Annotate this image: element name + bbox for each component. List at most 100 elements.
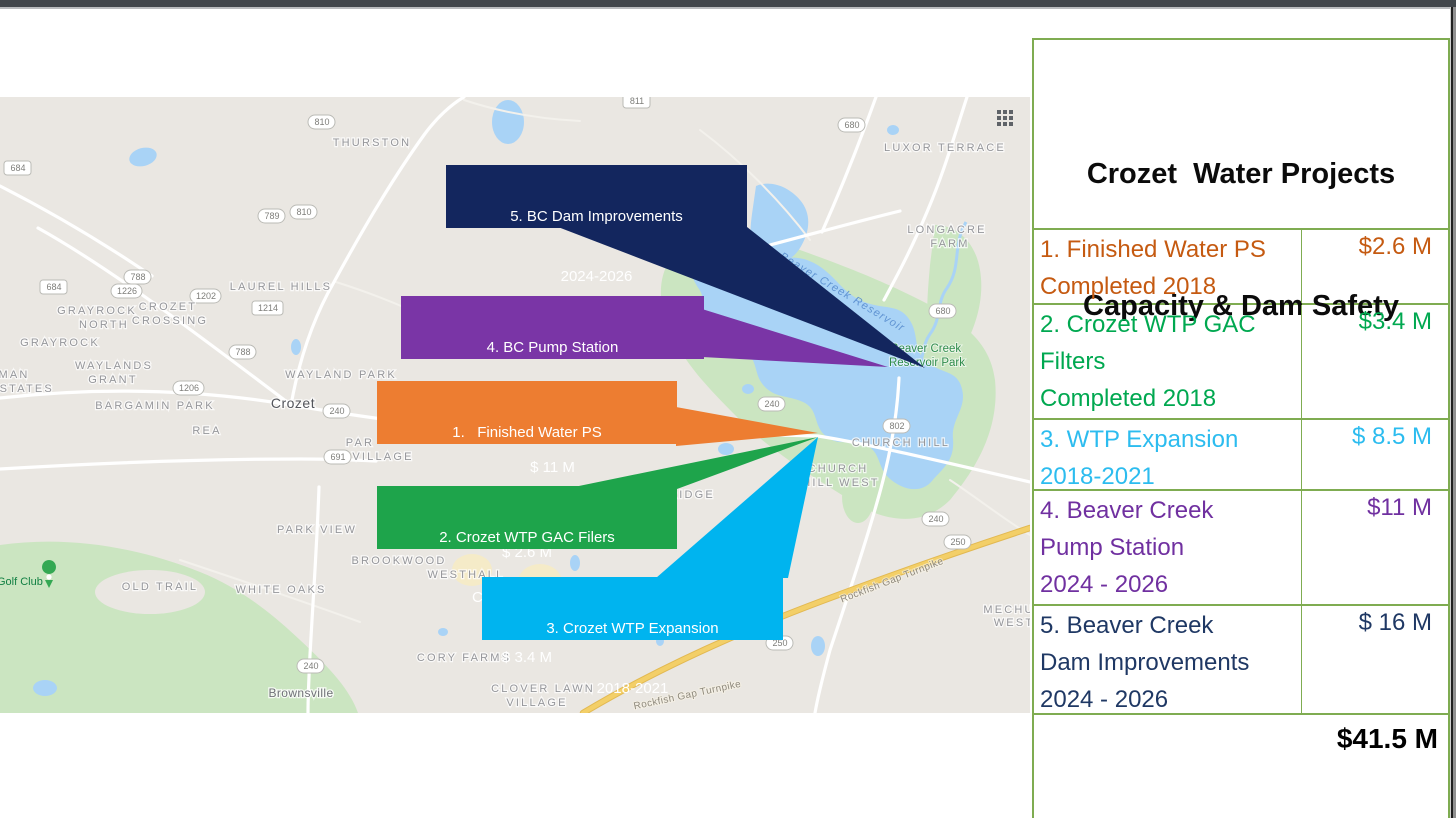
golf-pin-icon xyxy=(42,560,57,588)
table-row: 1. Finished Water PS Completed 2018 $2.6… xyxy=(1034,228,1448,303)
route-badge: 1226 xyxy=(117,286,137,296)
route-badge: 240 xyxy=(303,661,318,671)
map-label: MAN xyxy=(0,369,30,381)
route-badge: 788 xyxy=(235,347,250,357)
map-label: CLOVER LAWN xyxy=(491,683,595,695)
map-label: GRAYROCK xyxy=(20,337,100,349)
pointer-bc-dam xyxy=(558,227,925,368)
route-badge: 240 xyxy=(329,406,344,416)
callout-bc-dam-improvements: 5. BC Dam Improvements 2024-2026 $ 16 M xyxy=(446,165,747,345)
callout-line: 5. BC Dam Improvements xyxy=(510,208,683,225)
map-label: PARK VIEW xyxy=(277,524,357,536)
map-label: PAR xyxy=(346,437,374,449)
callout-line: 4. BC Pump Station xyxy=(486,339,619,356)
map-label: WAYLAND PARK xyxy=(285,369,397,381)
map-label: BARGAMIN PARK xyxy=(95,400,214,412)
pointer-bc-pump-station xyxy=(702,309,888,367)
map-label-golf-club: Golf Club xyxy=(0,576,43,588)
project-name: 5. Beaver Creek Dam Improvements 2024 - … xyxy=(1034,606,1302,713)
project-name: 4. Beaver Creek Pump Station 2024 - 2026 xyxy=(1034,491,1302,604)
map-route-badges: 684 810 810 789 811 680 788 1226 1202 12… xyxy=(3,96,972,674)
map-label: WAYLANDS xyxy=(75,360,153,372)
pointer-wtp-expansion xyxy=(656,437,818,578)
map-label: WEST xyxy=(994,617,1035,629)
route-badge: 240 xyxy=(928,514,943,524)
project-cost: $2.6 M xyxy=(1358,233,1432,260)
map-label: VILLAGE xyxy=(352,451,413,463)
route-badge: 789 xyxy=(264,211,279,221)
route-badge: 684 xyxy=(10,163,25,173)
callout-finished-water-ps: 1. Finished Water PS Completed 2018 $ 2.… xyxy=(377,381,677,561)
route-badge: 1214 xyxy=(258,303,278,313)
window-top-bar xyxy=(0,0,1456,7)
map-labels: THURSTON LUXOR TERRACE LONGACRE FARM LAU… xyxy=(0,136,1035,713)
map-label-town: Crozet xyxy=(271,395,315,411)
route-badge: 1206 xyxy=(179,383,199,393)
project-cost: $3.4 M xyxy=(1358,308,1432,335)
map-label: OLD TRAIL xyxy=(122,581,198,593)
callout-gac-filters: 2. Crozet WTP GAC Filers Completed 2018 … xyxy=(377,486,677,666)
map-label: CROSSING xyxy=(132,315,208,327)
window-top-bar-divider xyxy=(0,7,1456,9)
project-name: 2. Crozet WTP GAC Filters Completed 2018 xyxy=(1034,305,1302,418)
callout-line: 2018-2021 xyxy=(596,680,669,697)
total-cost: $41.5 M xyxy=(1034,713,1448,755)
map-label: CROZET xyxy=(139,301,197,313)
projects-panel: Crozet Water Projects Capacity & Dam Saf… xyxy=(1032,38,1450,818)
map-label: MECHU xyxy=(983,604,1034,616)
window-right-edge xyxy=(1450,7,1456,818)
map-label: CHURCH xyxy=(808,463,869,475)
map-label: GRAYROCK xyxy=(57,305,137,317)
project-cost: $ 16 M xyxy=(1358,609,1432,636)
project-cost: $ 8.5 M xyxy=(1351,423,1432,450)
map-label: LUXOR TERRACE xyxy=(884,142,1006,154)
route-badge: 811 xyxy=(630,96,644,106)
route-badge: 810 xyxy=(296,207,311,217)
route-badge: 691 xyxy=(330,452,345,462)
table-row: 4. Beaver Creek Pump Station 2024 - 2026… xyxy=(1034,489,1448,604)
project-name: 1. Finished Water PS Completed 2018 xyxy=(1034,230,1302,303)
map-label: NORTH xyxy=(79,319,129,331)
route-badge: 680 xyxy=(935,306,950,316)
panel-title: Crozet Water Projects Capacity & Dam Saf… xyxy=(1034,40,1448,322)
callout-pointers xyxy=(558,227,925,578)
callout-bc-pump-station: 4. BC Pump Station 2024-2026 $ 11 M xyxy=(401,296,704,476)
callout-wtp-expansion: 3. Crozet WTP Expansion 2018-2021 $ 8.5 … xyxy=(482,577,783,757)
project-cost: $11 M xyxy=(1367,494,1432,521)
callout-line: 1. Finished Water PS xyxy=(452,424,602,441)
map-label: HILL WEST xyxy=(802,477,879,489)
project-name: 3. WTP Expansion 2018-2021 xyxy=(1034,420,1302,490)
map-label: GRANT xyxy=(88,374,138,386)
callout-line: 2024-2026 xyxy=(560,268,633,285)
route-badge: 250 xyxy=(772,638,787,648)
map-label: WHITE OAKS xyxy=(235,584,326,596)
callout-line: $ 8.5 M xyxy=(607,740,658,757)
callout-line: $ 11 M xyxy=(530,459,575,476)
map-label-park: Reservoir Park xyxy=(889,357,965,369)
route-badge: 802 xyxy=(889,421,904,431)
route-badge: 788 xyxy=(130,272,145,282)
map-label-park: Beaver Creek xyxy=(891,343,962,355)
map-label: BROOKWOOD xyxy=(352,555,447,567)
route-badge: 684 xyxy=(46,282,61,292)
callout-line: $ 3.4 M xyxy=(501,649,553,666)
panel-title-line2: Capacity & Dam Safety xyxy=(1083,290,1399,322)
map-label: RIDGE xyxy=(669,489,715,501)
map-label: ESTATES xyxy=(0,383,54,395)
apps-grid-icon[interactable] xyxy=(997,110,1013,126)
route-badge: 810 xyxy=(314,117,329,127)
callout-line: 3. Crozet WTP Expansion xyxy=(546,620,719,637)
table-row: 5. Beaver Creek Dam Improvements 2024 - … xyxy=(1034,604,1448,713)
map-label: CHURCH HILL xyxy=(852,437,950,449)
map-label-town: Brownsville xyxy=(268,686,333,700)
route-badge: 240 xyxy=(764,399,779,409)
map-label: FARM xyxy=(930,238,969,250)
route-badge: 680 xyxy=(844,120,859,130)
pointer-gac-filters xyxy=(574,437,818,489)
route-badge: 1202 xyxy=(196,291,216,301)
table-row: 3. WTP Expansion 2018-2021 $ 8.5 M xyxy=(1034,418,1448,490)
map-label: THURSTON xyxy=(333,137,412,149)
map-label: CORY FARMS xyxy=(417,652,511,664)
map-label: VILLAGE xyxy=(506,697,567,709)
callout-line: 2. Crozet WTP GAC Filers xyxy=(439,529,615,546)
